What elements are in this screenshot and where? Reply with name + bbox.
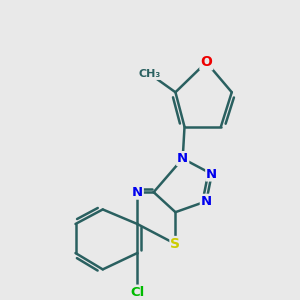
Text: N: N bbox=[177, 152, 188, 165]
Text: N: N bbox=[201, 195, 212, 208]
Text: S: S bbox=[170, 237, 180, 251]
Text: CH₃: CH₃ bbox=[139, 69, 161, 79]
Text: O: O bbox=[200, 55, 212, 69]
Text: Cl: Cl bbox=[130, 286, 144, 298]
Text: N: N bbox=[132, 186, 143, 199]
Text: N: N bbox=[206, 167, 217, 181]
